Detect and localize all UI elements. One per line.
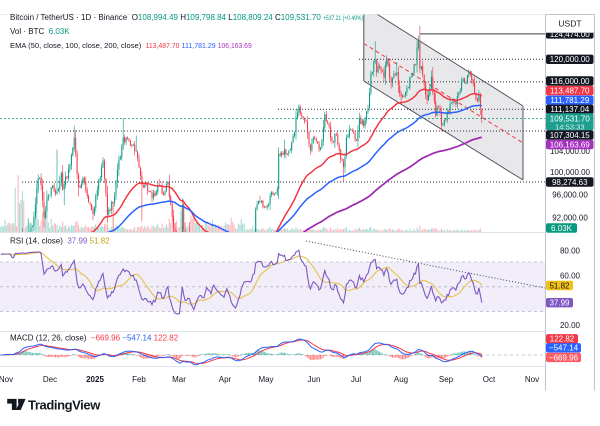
svg-text:122.82: 122.82 [550,335,575,344]
svg-text:124,474.00: 124,474.00 [550,30,591,39]
svg-text:96,000.00: 96,000.00 [552,191,588,200]
svg-text:Nov: Nov [0,375,13,384]
svg-text:120,000.00: 120,000.00 [550,55,591,64]
svg-text:14:53:33: 14:53:33 [555,122,585,131]
svg-text:EMA (50, close, 100, close, 20: EMA (50, close, 100, close, 200, close) … [10,41,252,50]
svg-text:107,304.15: 107,304.15 [550,131,591,140]
svg-text:Jun: Jun [308,375,321,384]
svg-text:111,781.29: 111,781.29 [550,96,589,105]
svg-text:Jul: Jul [351,375,361,384]
svg-text:−547.14: −547.14 [549,344,579,353]
svg-text:100,000.00: 100,000.00 [550,168,591,177]
svg-text:Nov: Nov [525,375,539,384]
svg-text:113,487.70: 113,487.70 [550,87,590,96]
svg-text:6.03K: 6.03K [551,224,573,233]
svg-text:98,274.63: 98,274.63 [552,178,588,187]
svg-text:MACD (12, 26, close) −669.96: MACD (12, 26, close) −669.96 −547.14 122… [10,334,179,343]
svg-text:Vol · BTC 6.03K: Vol · BTC 6.03K [10,27,70,36]
svg-text:Aug: Aug [394,375,408,384]
svg-text:80.00: 80.00 [560,247,581,256]
svg-text:92,000.00: 92,000.00 [552,213,588,222]
svg-text:51.82: 51.82 [549,281,570,290]
svg-text:2025: 2025 [86,375,104,384]
svg-text:−669.96: −669.96 [549,353,579,362]
svg-text:Mar: Mar [172,375,186,384]
svg-text:116,000.00: 116,000.00 [550,77,590,86]
svg-text:Apr: Apr [219,375,232,384]
svg-text:20.00: 20.00 [560,321,581,330]
svg-text:May: May [258,375,273,384]
svg-text:37.99: 37.99 [549,299,570,308]
svg-text:60.00: 60.00 [560,271,581,280]
svg-text:109,531.70: 109,531.70 [550,114,591,123]
svg-text:Dec: Dec [43,375,57,384]
svg-text:Feb: Feb [132,375,146,384]
svg-text:Oct: Oct [483,375,496,384]
svg-text:USDT: USDT [558,19,581,29]
svg-text:104,000.00: 104,000.00 [550,147,591,156]
svg-text:RSI (14, close) 37.99 51.82: RSI (14, close) 37.99 51.82 [10,237,110,246]
svg-text:106,163.69: 106,163.69 [550,141,591,150]
svg-text:Bitcoin / TetherUS · 1D · Bina: Bitcoin / TetherUS · 1D · Binance O108,9… [10,13,363,22]
svg-text:111,137.04: 111,137.04 [550,105,589,114]
svg-text:Sep: Sep [439,375,454,384]
svg-text:TradingView: TradingView [28,398,101,413]
